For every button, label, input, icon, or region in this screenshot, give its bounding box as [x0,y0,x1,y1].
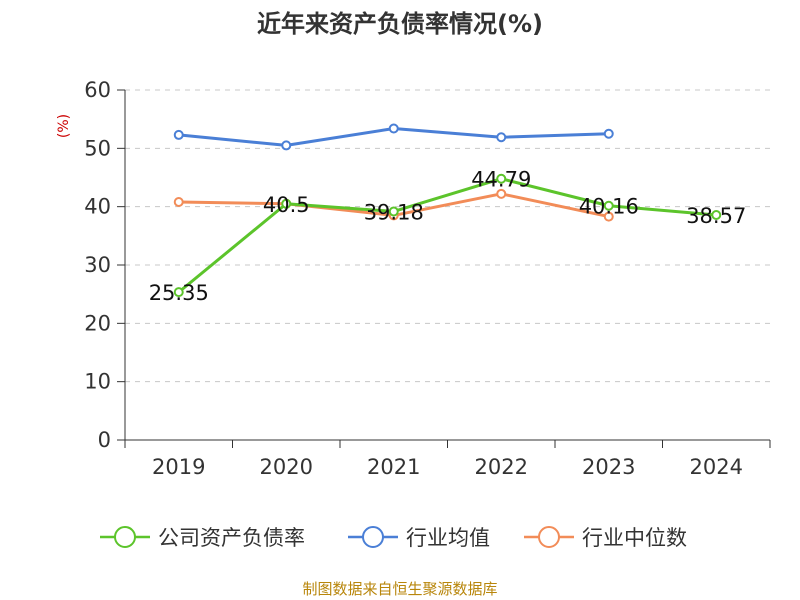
data-label: 44.79 [471,168,531,192]
legend-item-1[interactable]: 行业均值 [348,526,490,550]
y-tick-label: 60 [84,78,111,102]
legend-marker [538,526,560,548]
data-label: 40.16 [579,195,639,219]
legend-item-2[interactable]: 行业中位数 [524,526,687,550]
y-tick-label: 20 [84,311,111,335]
series-line-0 [177,177,717,294]
data-label: 40.5 [263,193,310,217]
legend: 公司资产负债率 行业均值 行业中位数 [100,526,687,550]
data-point [388,206,399,217]
grid-lines [125,89,770,383]
data-label: 25.35 [149,281,209,305]
legend-marker [362,526,384,548]
y-tick-label: 0 [98,428,111,452]
y-tick-label: 10 [84,370,111,394]
x-tick-label: 2022 [475,455,528,479]
data-point [173,197,184,207]
data-point [603,128,614,139]
data-point [281,198,292,209]
source-note: 制图数据来自恒生聚源数据库 [302,580,497,598]
chart-title: 近年来资产负债率情况(%) [257,10,543,38]
y-tick-label: 30 [84,253,111,277]
data-label: 39.18 [364,200,424,224]
data-point [496,132,507,143]
legend-item-0[interactable]: 公司资产负债率 [100,526,305,550]
legend-label: 公司资产负债率 [158,526,305,550]
axes: 0 10 20 30 40 50 60 2019 2020 2021 2022 2023 2024 [84,78,771,479]
data-point [388,123,399,134]
y-tick-label: 40 [84,195,111,219]
legend-label: 行业均值 [406,526,490,550]
legend-label: 行业中位数 [582,526,687,550]
data-label: 38.57 [686,204,746,228]
data-point [173,129,184,140]
data-point [496,173,507,184]
legend-marker [114,526,136,548]
data-point [711,210,722,221]
x-tick-label: 2020 [260,455,313,479]
data-labels: 25.35 40.5 39.18 44.79 40.16 38.57 [149,168,747,305]
data-point [603,211,614,222]
data-point [496,188,507,199]
data-point [173,287,184,298]
x-tick-label: 2021 [367,455,420,479]
data-point [281,140,292,151]
data-point [603,200,614,211]
y-axis-label: (%) [56,114,72,138]
y-tick-label: 50 [84,136,111,160]
series-lines [173,123,722,298]
x-tick-label: 2023 [582,455,635,479]
x-tick-label: 2024 [690,455,743,479]
x-tick-label: 2019 [152,455,205,479]
